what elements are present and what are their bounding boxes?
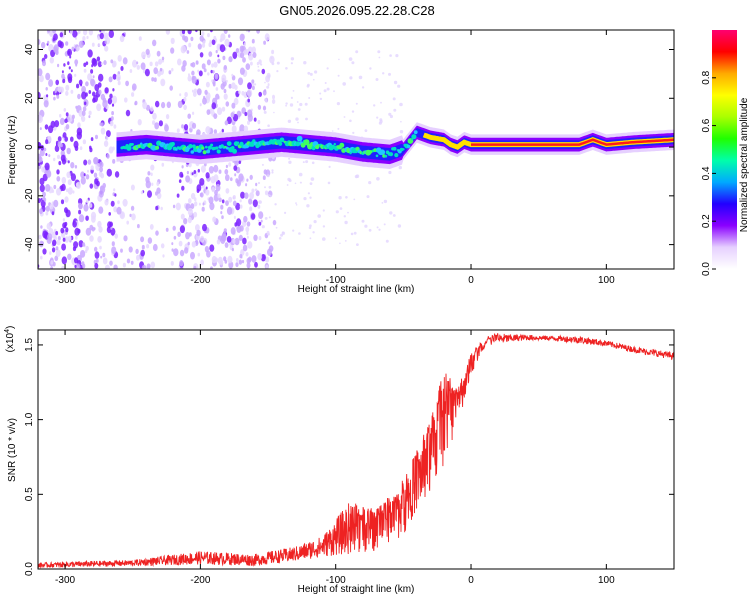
x-tick-label: 0 (468, 575, 474, 586)
spectrogram-plot-area (38, 30, 674, 269)
ridge-core-red (471, 138, 674, 146)
x-tick-label: -300 (55, 575, 75, 586)
y-tick-label: -40 (24, 237, 35, 252)
colorbar-ticks: 0.0 0.2 0.4 0.6 0.8 (701, 70, 716, 276)
snr-series-line (37, 332, 675, 569)
x-tick-label: -300 (55, 275, 75, 286)
spectrogram-x-label: Height of straight line (km) (298, 284, 415, 295)
signal-ridge (116, 122, 674, 169)
y-tick-label: -20 (24, 188, 35, 203)
ridge-outer (116, 125, 674, 165)
scale-exponent: 4 (4, 329, 11, 333)
colorbar-label: Normalized spectral amplitude (739, 97, 750, 232)
y-tick-label: 0.0 (24, 562, 35, 576)
y-tick-label: 1.5 (24, 338, 35, 352)
y-tick-label: 0 (24, 144, 35, 150)
chart-title: GN05.2026.095.22.28.C28 (279, 3, 434, 18)
colorbar-tick-label: 0.2 (701, 214, 712, 228)
colorbar-gradient (712, 30, 737, 269)
y-tick-label: 40 (24, 44, 35, 56)
colorbar: 0.0 0.2 0.4 0.6 0.8 Normalized spectral ampl… (701, 30, 750, 276)
spectrogram-y-label: Frequency (Hz) (7, 116, 18, 185)
snr-y-label: SNR (10 * v/v) (7, 418, 18, 482)
colorbar-tick-label: 0.8 (701, 70, 712, 84)
y-tick-label: 0.5 (24, 487, 35, 501)
snr-plot-area (37, 332, 675, 569)
snr-scale-label: (x104) (4, 326, 16, 353)
y-tick-label: 1.0 (24, 412, 35, 426)
x-tick-label: -200 (190, 275, 210, 286)
svg-text:(x104): (x104) (4, 326, 16, 353)
snr-panel: -300 -200 -100 0 100 0.0 0.5 1.0 1.5 Height of … (4, 326, 675, 595)
colorbar-tick-label: 0.4 (701, 166, 712, 180)
spectrogram-frame (37, 29, 675, 270)
x-tick-label: 100 (598, 575, 615, 586)
colorbar-tick-label: 0.0 (701, 262, 712, 276)
x-tick-label: 100 (598, 275, 615, 286)
scale-close: ) (5, 326, 16, 329)
spectrogram-y-ticks: -40 -20 0 20 40 (24, 44, 674, 252)
snr-y-ticks: 0.0 0.5 1.0 1.5 (24, 338, 674, 576)
snr-x-ticks: -300 -200 -100 0 100 (55, 330, 615, 586)
x-tick-label: -200 (190, 575, 210, 586)
snr-x-label: Height of straight line (km) (298, 584, 415, 595)
x-tick-label: -100 (326, 275, 346, 286)
x-tick-label: 0 (468, 275, 474, 286)
colorbar-tick-label: 0.6 (701, 118, 712, 132)
snr-frame (37, 329, 675, 570)
x-tick-label: -100 (326, 575, 346, 586)
y-tick-label: 20 (24, 92, 35, 104)
spectrogram-x-ticks: -300 -200 -100 0 100 (55, 30, 615, 286)
scale-prefix: (x10 (5, 332, 16, 352)
